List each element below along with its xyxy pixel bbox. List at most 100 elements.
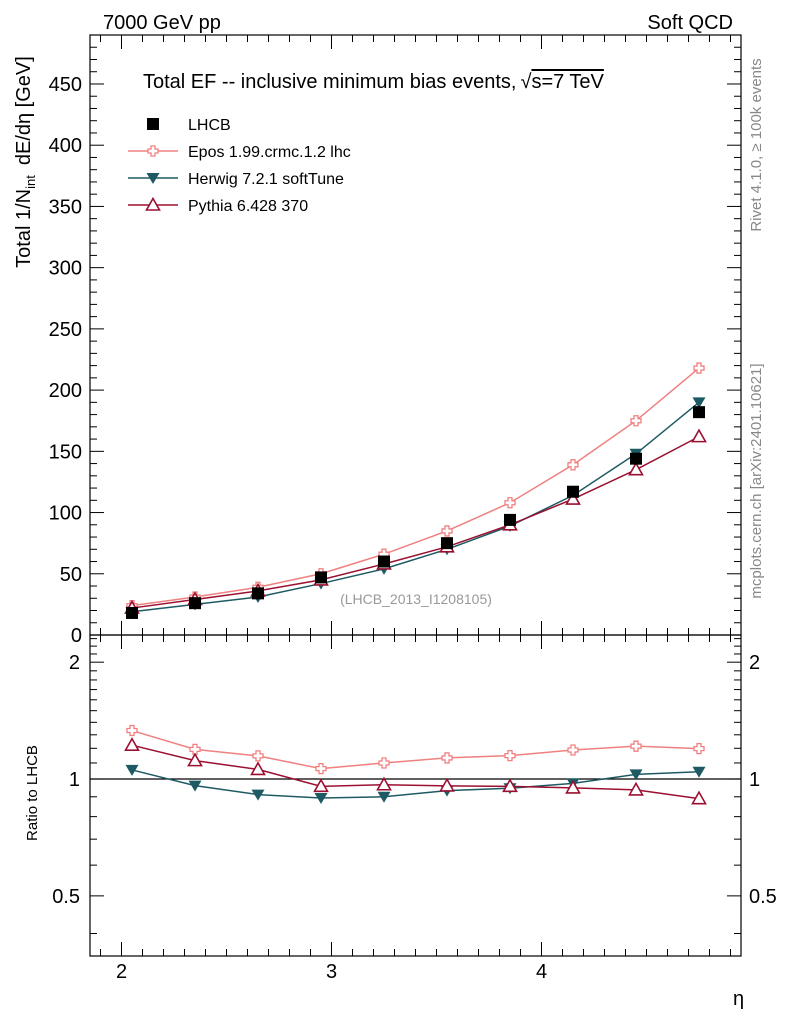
y-tick-label: 400 bbox=[49, 135, 82, 157]
ratio-point-pythia bbox=[250, 761, 266, 776]
ratio-axes: 2 3 4 0.5 0.5 1 1 2 2 bbox=[52, 635, 777, 983]
y-axis-label-sub: int bbox=[23, 175, 38, 189]
series-main bbox=[124, 362, 707, 619]
series-line-epos bbox=[131, 367, 700, 607]
analysis-tag: (LHCB_2013_I1208105) bbox=[340, 591, 492, 607]
data-point-herwig bbox=[692, 397, 706, 409]
series-line-herwig bbox=[131, 401, 700, 613]
ratio-point-pythia bbox=[565, 779, 581, 794]
chart-title-energy: s=7 TeV bbox=[531, 71, 604, 93]
data-point-pythia bbox=[691, 428, 707, 443]
data-point-epos bbox=[441, 525, 453, 537]
x-tick-label: 3 bbox=[326, 961, 337, 983]
data-point-lhcb bbox=[441, 537, 453, 550]
ratio-point-epos bbox=[252, 750, 264, 762]
sqrt-symbol: √ bbox=[520, 71, 531, 93]
data-point-epos bbox=[693, 362, 705, 374]
y-tick-label: 50 bbox=[60, 564, 82, 586]
ratio-point-epos bbox=[315, 762, 327, 775]
y-axis-label-main: Total 1/N bbox=[13, 189, 35, 268]
ratio-tick-label-right: 2 bbox=[749, 652, 760, 674]
legend-marker-lhcb bbox=[147, 118, 159, 130]
ratio-point-epos bbox=[504, 749, 516, 762]
ratio-tick-label-right: 1 bbox=[749, 769, 760, 791]
data-point-lhcb bbox=[630, 452, 642, 465]
ratio-point-epos bbox=[189, 743, 201, 756]
ratio-point-pythia bbox=[502, 778, 518, 793]
x-tick-label: 4 bbox=[536, 961, 547, 983]
ratio-point-herwig bbox=[251, 789, 265, 801]
legend-label-lhcb: LHCB bbox=[188, 117, 231, 134]
legend-marker-epos bbox=[147, 145, 159, 157]
y-axis-label-tail: dE/dη [GeV] bbox=[13, 56, 35, 165]
y-tick-label: 150 bbox=[49, 441, 82, 463]
ratio-point-herwig bbox=[188, 780, 202, 792]
data-point-lhcb bbox=[693, 406, 705, 419]
y-axis-label: Total 1/Nint dE/dη [GeV] bbox=[13, 56, 38, 268]
legend-label-herwig: Herwig 7.2.1 softTune bbox=[188, 171, 344, 188]
ratio-line-herwig bbox=[131, 769, 700, 799]
ratio-line-pythia bbox=[131, 744, 700, 800]
data-point-pythia bbox=[628, 461, 644, 476]
y-tick-label: 250 bbox=[49, 319, 82, 341]
ratio-line-epos bbox=[131, 729, 700, 770]
data-point-lhcb bbox=[378, 555, 390, 568]
ratio-point-pythia bbox=[628, 781, 644, 796]
data-point-lhcb bbox=[504, 513, 516, 526]
data-point-lhcb bbox=[189, 597, 201, 610]
ratio-tick-label: 1 bbox=[69, 769, 80, 791]
legend-label-pythia: Pythia 6.428 370 bbox=[188, 198, 308, 215]
data-point-lhcb bbox=[126, 606, 138, 619]
ratio-y-label: Ratio to LHCB bbox=[24, 745, 41, 841]
ratio-point-herwig bbox=[629, 769, 643, 781]
y-tick-label: 100 bbox=[49, 503, 82, 525]
y-tick-label: 450 bbox=[49, 74, 82, 96]
ratio-point-pythia bbox=[124, 737, 140, 752]
x-axis-label: η bbox=[733, 988, 744, 1010]
ratio-tick-label: 0.5 bbox=[52, 886, 80, 908]
ratio-point-pythia bbox=[376, 776, 392, 791]
data-point-epos bbox=[567, 459, 579, 471]
legend-marker-pythia bbox=[145, 196, 161, 211]
legend: LHCB Epos 1.99.crmc.1.2 lhc Herwig 7.2.1 s… bbox=[128, 117, 351, 215]
y-tick-label: 200 bbox=[49, 380, 82, 402]
rivet-label: Rivet 4.1.0, ≥ 100k events bbox=[748, 58, 765, 231]
ratio-point-epos bbox=[378, 757, 390, 769]
main-axes: 0 50 100 150 200 250 300 350 400 450 bbox=[49, 35, 741, 647]
legend-label-epos: Epos 1.99.crmc.1.2 lhc bbox=[188, 144, 351, 161]
data-point-lhcb bbox=[252, 587, 264, 600]
data-point-lhcb bbox=[567, 485, 579, 498]
ratio-point-pythia bbox=[439, 777, 455, 792]
header-right: Soft QCD bbox=[647, 12, 733, 34]
ratio-tick-label-right: 0.5 bbox=[749, 886, 777, 908]
chart-title-main: Total EF -- inclusive minimum bias event… bbox=[143, 71, 516, 93]
ratio-point-herwig bbox=[125, 764, 139, 776]
series-ratio bbox=[124, 724, 707, 805]
y-tick-label: 350 bbox=[49, 196, 82, 218]
ratio-point-epos bbox=[567, 744, 579, 756]
ratio-point-epos bbox=[630, 740, 642, 752]
ratio-point-pythia bbox=[187, 752, 203, 767]
ratio-point-herwig bbox=[314, 792, 328, 804]
ratio-point-epos bbox=[441, 752, 453, 764]
series-line-pythia bbox=[131, 435, 700, 609]
y-tick-label: 0 bbox=[71, 625, 82, 647]
data-point-epos bbox=[504, 497, 516, 509]
ratio-point-pythia bbox=[691, 790, 707, 805]
chart-title: Total EF -- inclusive minimum bias event… bbox=[143, 71, 605, 93]
data-point-pythia bbox=[565, 490, 581, 505]
ratio-tick-label: 2 bbox=[69, 652, 80, 674]
ratio-point-epos bbox=[126, 724, 138, 737]
ratio-point-herwig bbox=[692, 766, 706, 778]
data-point-lhcb bbox=[315, 571, 327, 584]
data-point-epos bbox=[630, 415, 642, 427]
ratio-point-epos bbox=[693, 742, 705, 755]
header-left: 7000 GeV pp bbox=[103, 12, 221, 34]
mcplots-label: mcplots.cern.ch [arXiv:2401.10621] bbox=[748, 363, 765, 598]
x-tick-label: 2 bbox=[116, 961, 127, 983]
ratio-point-herwig bbox=[377, 791, 391, 803]
ratio-point-pythia bbox=[313, 778, 329, 793]
legend-marker-herwig bbox=[146, 173, 160, 184]
y-tick-label: 300 bbox=[49, 258, 82, 280]
